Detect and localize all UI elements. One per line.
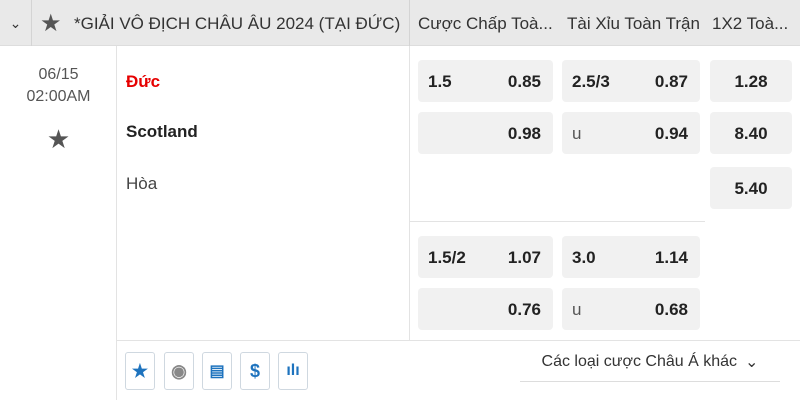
favorite-league-star-icon[interactable]: ★ — [40, 10, 62, 37]
handicap-odd-away[interactable]: 0.98 — [418, 112, 553, 154]
under-odd[interactable]: u 0.94 — [562, 112, 700, 154]
star-icon[interactable]: ★ — [125, 352, 155, 390]
teams-column: Đức Scotland Hòa — [117, 46, 410, 340]
more-asian-bets-button[interactable]: Các loại cược Châu Á khác ⌄ — [520, 342, 780, 382]
column-handicap: Cược Chấp Toà... — [418, 14, 553, 33]
over-odd[interactable]: 2.5/3 0.87 — [562, 60, 700, 102]
divider — [409, 0, 410, 46]
dollar-icon[interactable]: $ — [240, 352, 270, 390]
handicap-odd-away[interactable]: 0.76 — [418, 288, 553, 330]
1x2-away-odd[interactable]: 8.40 — [710, 112, 792, 154]
draw-label: Hòa — [126, 174, 158, 193]
league-header: ⌄ ★ *GIẢI VÔ ĐỊCH CHÂU ÂU 2024 (TẠI ĐỨC)… — [0, 0, 800, 46]
match-time: 02:00AM — [26, 88, 91, 105]
more-label: Các loại cược Châu Á khác — [541, 352, 738, 370]
home-team: Đức — [126, 72, 161, 91]
divider — [410, 221, 705, 222]
column-overunder: Tài Xỉu Toàn Trận — [567, 14, 700, 33]
column-1x2: 1X2 Toà... — [712, 14, 789, 33]
divider — [117, 340, 800, 341]
1x2-home-odd[interactable]: 1.28 — [710, 60, 792, 102]
match-time-column: 06/15 02:00AM ★ — [0, 46, 117, 400]
handicap-odd-home[interactable]: 1.5 0.85 — [418, 60, 553, 102]
over-odd[interactable]: 3.0 1.14 — [562, 236, 700, 278]
layers-icon[interactable]: ▤ — [202, 352, 232, 390]
under-odd[interactable]: u 0.68 — [562, 288, 700, 330]
away-team: Scotland — [126, 122, 198, 141]
league-title: *GIẢI VÔ ĐỊCH CHÂU ÂU 2024 (TẠI ĐỨC) — [74, 14, 401, 33]
handicap-odd-home[interactable]: 1.5/2 1.07 — [418, 236, 553, 278]
chevron-down-icon: ⌄ — [745, 353, 759, 371]
collapse-chevron-icon[interactable]: ⌄ — [0, 0, 32, 46]
1x2-draw-odd[interactable]: 5.40 — [710, 167, 792, 209]
stats-icon[interactable]: ılı — [278, 352, 308, 390]
jersey-icon[interactable]: ◉ — [164, 352, 194, 390]
match-date: 06/15 — [38, 66, 79, 83]
favorite-match-star-icon[interactable]: ★ — [46, 124, 71, 154]
